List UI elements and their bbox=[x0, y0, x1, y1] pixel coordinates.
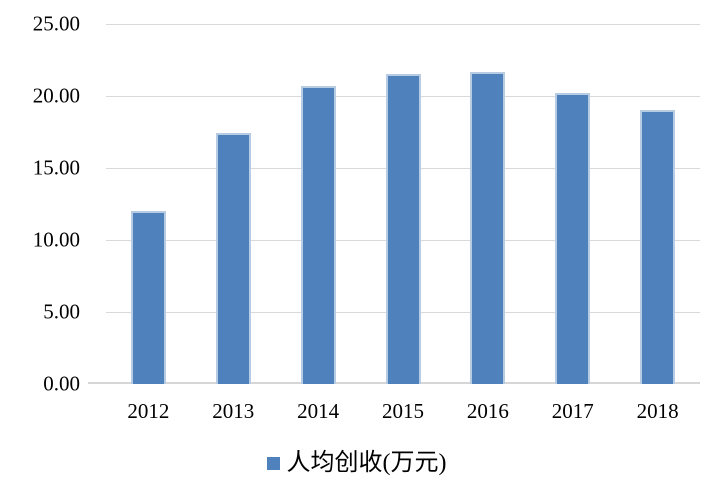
y-tick-label: 10.00 bbox=[32, 227, 80, 252]
legend-square-icon bbox=[266, 456, 280, 470]
bar-2013 bbox=[215, 133, 251, 384]
x-axis-labels: 2012 2013 2014 2015 2016 2017 2018 bbox=[106, 398, 700, 426]
y-tick-label: 20.00 bbox=[32, 83, 80, 108]
x-tick-label: 2015 bbox=[382, 399, 424, 423]
x-tick-label: 2017 bbox=[551, 399, 594, 423]
x-tick-label: 2014 bbox=[297, 399, 340, 423]
x-tick-label: 2016 bbox=[466, 399, 509, 423]
y-tick-label: 25.00 bbox=[32, 11, 80, 36]
x-tick-label: 2013 bbox=[212, 399, 255, 423]
bar-2017 bbox=[555, 93, 591, 384]
legend: 人均创收(万元) bbox=[0, 448, 713, 478]
y-tick-label: 0.00 bbox=[43, 371, 80, 396]
bar-2012 bbox=[130, 211, 166, 384]
x-tick-label: 2018 bbox=[636, 399, 679, 423]
plot-area bbox=[88, 23, 700, 384]
y-axis-labels: 0.00 5.00 10.00 15.00 20.00 25.00 bbox=[0, 13, 80, 394]
bar-2015 bbox=[385, 74, 421, 384]
bar-2018 bbox=[640, 110, 676, 384]
legend-label: 人均创收(万元) bbox=[286, 450, 447, 476]
gridline bbox=[106, 23, 700, 25]
bar-2016 bbox=[470, 71, 506, 384]
x-tick-label: 2012 bbox=[127, 399, 170, 423]
bar-2014 bbox=[300, 85, 336, 384]
y-tick-label: 5.00 bbox=[43, 299, 80, 324]
y-tick-label: 15.00 bbox=[32, 155, 80, 180]
